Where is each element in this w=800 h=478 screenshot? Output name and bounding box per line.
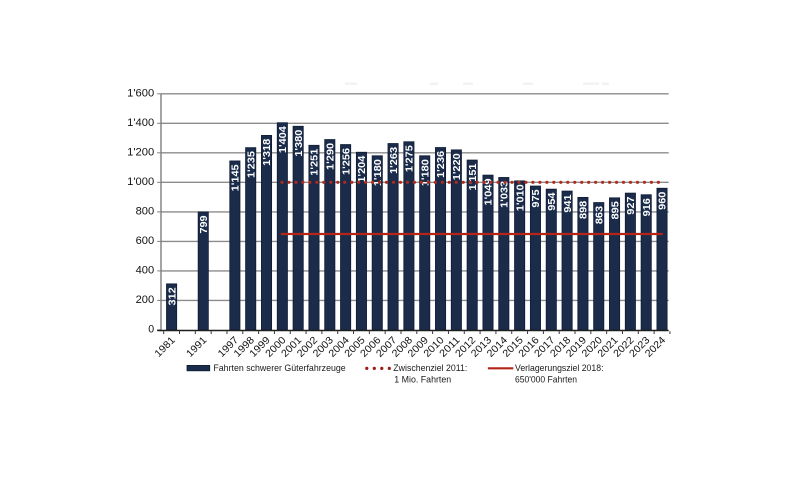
svg-text:600: 600 [136,235,155,247]
svg-text:1'600: 1'600 [127,87,154,99]
svg-text:0: 0 [148,323,154,335]
svg-text:Fahrten schwerer Güterfahrzeug: Fahrten schwerer Güterfahrzeuge [213,363,345,373]
svg-text:312: 312 [167,287,178,305]
svg-text:1'404: 1'404 [278,126,289,153]
svg-text:1'180: 1'180 [420,159,431,186]
svg-text:1'000: 1'000 [127,176,154,188]
svg-text:895: 895 [610,201,621,219]
svg-text:1'318: 1'318 [262,139,273,166]
svg-text:1'180: 1'180 [373,159,384,186]
svg-text:941: 941 [563,194,574,212]
svg-text:1'256: 1'256 [341,148,352,175]
svg-text:1'145: 1'145 [231,164,242,191]
svg-text:1'275: 1'275 [405,145,416,172]
svg-text:863: 863 [594,206,605,224]
svg-text:1'220: 1'220 [452,153,463,180]
svg-text:1 Mio. Fahrten: 1 Mio. Fahrten [394,375,451,385]
svg-text:975: 975 [531,189,542,207]
svg-text:Verlagerungsziel 2018:: Verlagerungsziel 2018: [515,363,604,373]
svg-text:400: 400 [136,264,155,276]
svg-text:Zwischenziel 2011:: Zwischenziel 2011: [393,363,467,373]
svg-text:650'000 Fahrten: 650'000 Fahrten [515,375,577,385]
svg-text:1'204: 1'204 [357,155,368,182]
svg-text:1'049: 1'049 [484,178,495,205]
svg-text:1'235: 1'235 [246,151,257,178]
svg-text:898: 898 [579,201,590,219]
svg-text:1'263: 1'263 [389,147,400,174]
svg-text:1'151: 1'151 [468,163,479,190]
svg-text:927: 927 [626,196,637,214]
svg-text:200: 200 [136,294,155,306]
svg-text:954: 954 [547,192,558,210]
svg-text:1'033: 1'033 [500,181,511,208]
svg-text:799: 799 [199,215,210,233]
svg-text:1'251: 1'251 [310,148,321,175]
svg-text:1'200: 1'200 [127,146,154,158]
svg-text:916: 916 [642,198,653,216]
svg-text:800: 800 [136,205,155,217]
svg-text:960: 960 [658,191,669,209]
svg-text:1'290: 1'290 [326,143,337,170]
svg-text:1'400: 1'400 [127,117,154,129]
svg-text:1'010: 1'010 [515,184,526,211]
svg-text:1'236: 1'236 [436,151,447,178]
svg-text:1'380: 1'380 [294,129,305,156]
